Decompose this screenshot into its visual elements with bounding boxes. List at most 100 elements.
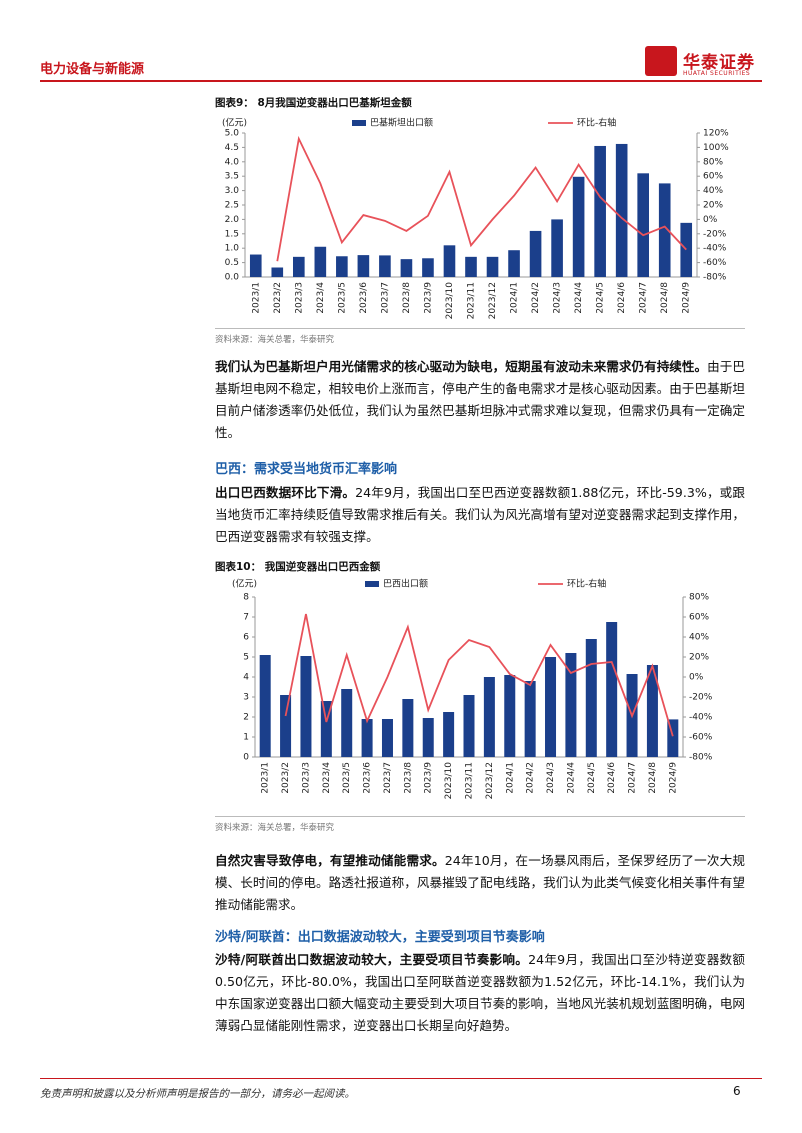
- bar: [508, 250, 520, 277]
- bar: [443, 712, 455, 757]
- line: [276, 135, 687, 262]
- figure-source: 资料来源：海关总署，华泰研究: [215, 335, 335, 345]
- paragraph-lead: 自然灾害导致停电，有望推动储能需求。: [215, 853, 445, 868]
- x-tick-label: 2024/8: [648, 762, 658, 794]
- bar: [637, 173, 650, 277]
- bar: [381, 719, 393, 757]
- x-tick-label: 2023/4: [322, 762, 332, 794]
- x-tick-label: 2023/3: [301, 762, 311, 794]
- bar: [400, 259, 413, 277]
- x-tick-label: 2023/5: [337, 282, 347, 314]
- x-tick-label: 2023/6: [363, 762, 373, 794]
- bar: [341, 689, 353, 757]
- bar: [357, 255, 370, 277]
- x-tick-label: 2023/8: [402, 282, 412, 314]
- legend-label: 环比-右轴: [577, 117, 616, 129]
- y2-tick-label: 80%: [689, 593, 709, 603]
- figure-rule: [215, 328, 745, 329]
- bar: [292, 256, 305, 277]
- y-tick-label: 2: [243, 713, 249, 723]
- bar: [465, 256, 477, 277]
- y2-tick-label: 0%: [689, 673, 704, 683]
- x-tick-label: 2023/1: [261, 762, 271, 794]
- bar: [486, 256, 499, 277]
- paragraph-text: 24年9月，我国出口至沙特逆变器数额0.50亿元，环比-80.0%，我国出口至阿…: [215, 952, 745, 1033]
- bar: [658, 183, 671, 277]
- line: [284, 613, 674, 737]
- legend-label: 巴西出口额: [383, 578, 428, 590]
- y2-tick-label: 40%: [703, 186, 723, 196]
- x-tick-label: 2024/1: [505, 762, 515, 794]
- paragraph-text: 由于巴基斯坦电网不稳定，相较电价上涨而言，停电产生的备电需求才是核心驱动因素。由…: [215, 359, 746, 440]
- logo-text: 华泰证券: [683, 53, 755, 73]
- y2-tick-label: 80%: [703, 157, 723, 167]
- paragraph: 自然灾害导致停电，有望推动储能需求。24年10月，在一场暴风雨后，圣保罗经历了一…: [215, 850, 745, 916]
- header-rule: [40, 80, 762, 82]
- y2-tick-label: 60%: [703, 172, 723, 182]
- paragraph-text: 24年9月，我国出口至巴西逆变器数额1.88亿元，环比-59.3%，或跟当地货币…: [215, 485, 745, 544]
- y-tick-label: 4: [243, 673, 249, 683]
- y2-tick-label: 100%: [703, 143, 729, 153]
- bar: [422, 258, 434, 277]
- x-tick-label: 2023/11: [467, 282, 477, 319]
- y-tick-label: 0.5: [225, 258, 239, 268]
- y2-tick-label: -80%: [689, 753, 713, 763]
- bar: [320, 701, 332, 757]
- bar: [361, 719, 373, 757]
- y2-tick-label: -20%: [689, 693, 713, 703]
- x-tick-label: 2023/6: [359, 282, 369, 314]
- section-name: 电力设备与新能源: [40, 62, 145, 77]
- x-tick-label: 2023/11: [465, 762, 475, 799]
- paragraph: 我们认为巴基斯坦户用光储需求的核心驱动为缺电，短期虽有波动未来需求仍有持续性。由…: [215, 356, 745, 444]
- x-tick-label: 2024/9: [668, 762, 678, 794]
- y-tick-label: 4.0: [225, 157, 240, 167]
- bar: [443, 245, 456, 277]
- bar: [504, 675, 516, 757]
- chart: (亿元) 0 1 2 3 4 5 6 7 8 -80% -60% -40% -20% 0% 20% 40% 60%…: [232, 578, 713, 800]
- x-tick-label: 2023/12: [488, 282, 498, 319]
- figure-title: 图表9： 8月我国逆变器出口巴基斯坦金额: [215, 97, 412, 109]
- bar: [680, 222, 693, 277]
- figure-title: 图表10： 我国逆变器出口巴西金额: [215, 561, 381, 573]
- bar: [483, 677, 495, 757]
- logo-icon: [645, 46, 677, 76]
- x-tick-label: 2024/5: [596, 282, 606, 314]
- y-tick-label: 2.0: [225, 215, 240, 225]
- x-tick-label: 2023/7: [383, 762, 393, 794]
- y2-tick-label: 40%: [689, 633, 709, 643]
- y2-tick-label: 20%: [689, 653, 709, 663]
- y-tick-label: 5: [243, 653, 249, 663]
- chart: (亿元) 0.0 0.5 1.0 1.5 2.0 2.5 3.0 3.5 4.0 4.5 5.0 -80…: [222, 117, 729, 320]
- x-tick-label: 2024/5: [587, 762, 597, 794]
- bar: [606, 622, 618, 757]
- legend-label: 巴基斯坦出口额: [370, 117, 433, 129]
- bar: [529, 230, 542, 277]
- y-tick-label: 0: [243, 753, 249, 763]
- legend-swatch: [365, 581, 379, 587]
- y2-tick-label: -40%: [689, 713, 713, 723]
- x-tick-label: 2023/10: [444, 762, 454, 800]
- bar: [402, 699, 414, 757]
- legend-swatch: [352, 120, 366, 126]
- x-tick-label: 2023/4: [316, 282, 326, 314]
- paragraph: 沙特/阿联酋出口数据波动较大，主要受项目节奏影响。24年9月，我国出口至沙特逆变…: [215, 949, 745, 1037]
- y2-tick-label: 60%: [689, 613, 709, 623]
- y-axis-unit: (亿元): [222, 117, 247, 129]
- bar: [379, 255, 391, 277]
- paragraph-lead: 沙特/阿联酋出口数据波动较大，主要受项目节奏影响。: [215, 952, 529, 967]
- footer-rule: [40, 1078, 762, 1079]
- figure-rule: [215, 816, 745, 817]
- x-tick-label: 2023/9: [423, 282, 433, 314]
- x-tick-label: 2024/7: [639, 282, 649, 314]
- x-tick-label: 2023/10: [445, 282, 455, 320]
- x-tick-label: 2023/2: [273, 282, 283, 314]
- bar: [572, 176, 585, 277]
- bar: [249, 254, 262, 277]
- y2-tick-label: -40%: [703, 244, 727, 254]
- y-tick-label: 2.5: [225, 201, 239, 211]
- bar: [336, 256, 348, 277]
- y-tick-label: 3.0: [225, 186, 240, 196]
- y2-tick-label: 120%: [703, 129, 729, 139]
- section-heading: 巴西：需求受当地货币汇率影响: [215, 462, 398, 477]
